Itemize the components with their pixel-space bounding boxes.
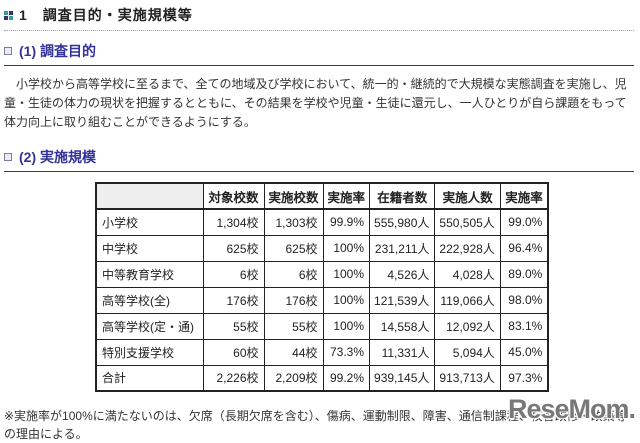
- value-cell: 99.2%: [322, 364, 371, 392]
- value-cell: 222,928人: [434, 234, 501, 262]
- section-heading-scale-text: (2) 実施規模: [19, 149, 96, 165]
- table-row: 中等教育学校 6校 6校 100% 4,526人 4,028人 89.0%: [95, 260, 549, 288]
- implementation-scale-table: 対象校数 実施校数 実施率 在籍者数 実施人数 実施率 小学校 1,304校 1,303校 99…: [95, 182, 550, 392]
- value-cell: 60校: [202, 338, 265, 366]
- row-label-cell: 中学校: [95, 234, 204, 262]
- value-cell: 2,209校: [263, 364, 324, 392]
- row-label-cell: 高等学校(定・通): [95, 312, 204, 340]
- table-row: 高等学校(全) 176校 176校 100% 121,539人 119,066人 98.0%: [95, 286, 549, 314]
- value-cell: 231,211人: [369, 234, 436, 262]
- footnote: ※実施率が100%に満たないのは、欠席（長期欠席を含む）、傷病、運動制限、障害、…: [4, 409, 627, 441]
- page-title: 1 調査目的・実施規模等: [19, 7, 193, 23]
- value-cell: 12,092人: [434, 312, 501, 340]
- value-cell: 119,066人: [434, 286, 501, 314]
- value-cell: 100%: [322, 286, 371, 314]
- column-header: 実施率: [499, 182, 549, 210]
- table-row: 合計 2,226校 2,209校 99.2% 939,145人 913,713人 97.3%: [95, 364, 549, 392]
- section-heading-purpose-text: (1) 調査目的: [19, 43, 96, 59]
- value-cell: 100%: [322, 260, 371, 288]
- value-cell: 97.3%: [499, 364, 549, 392]
- section-survey-purpose: (1) 調査目的 小学校から高等学校に至るまで、全ての地域及び学校において、統一…: [4, 41, 634, 132]
- table-row: 高等学校(定・通) 55校 55校 100% 14,558人 12,092人 83.1%: [95, 312, 549, 340]
- table-row: 小学校 1,304校 1,303校 99.9% 555,980人 550,505人 99.0…: [95, 208, 549, 236]
- page-title-bar: 1 調査目的・実施規模等: [4, 5, 634, 31]
- value-cell: 73.3%: [322, 338, 371, 366]
- value-cell: 14,558人: [369, 312, 436, 340]
- value-cell: 100%: [322, 234, 371, 262]
- value-cell: 913,713人: [434, 364, 501, 392]
- section-heading-scale: (2) 実施規模: [4, 147, 634, 172]
- value-cell: 83.1%: [499, 312, 549, 340]
- value-cell: 4,526人: [369, 260, 436, 288]
- section-heading-purpose: (1) 調査目的: [4, 41, 634, 66]
- value-cell: 1,303校: [263, 208, 324, 236]
- value-cell: 625校: [263, 234, 324, 262]
- value-cell: 2,226校: [202, 364, 265, 392]
- row-label-cell: 中等教育学校: [95, 260, 204, 288]
- value-cell: 6校: [263, 260, 324, 288]
- column-header: 実施校数: [263, 182, 324, 210]
- value-cell: 1,304校: [202, 208, 265, 236]
- row-label-cell: 合計: [95, 364, 204, 392]
- value-cell: 550,505人: [434, 208, 501, 236]
- value-cell: 11,331人: [369, 338, 436, 366]
- purpose-paragraph: 小学校から高等学校に至るまで、全ての地域及び学校において、統一的・継続的で大規模…: [4, 77, 627, 129]
- column-header: 実施率: [322, 182, 371, 210]
- value-cell: 625校: [202, 234, 265, 262]
- table-header-row: 対象校数 実施校数 実施率 在籍者数 実施人数 実施率: [95, 182, 549, 210]
- row-label-cell: 高等学校(全): [95, 286, 204, 314]
- table-row: 特別支援学校 60校 44校 73.3% 11,331人 5,094人 45.0%: [95, 338, 549, 366]
- row-label-cell: 特別支援学校: [95, 338, 204, 366]
- column-header: 実施人数: [434, 182, 501, 210]
- column-header: 在籍者数: [369, 182, 436, 210]
- value-cell: 99.0%: [499, 208, 549, 236]
- value-cell: 55校: [202, 312, 265, 340]
- value-cell: 5,094人: [434, 338, 501, 366]
- column-header: 対象校数: [202, 182, 265, 210]
- value-cell: 45.0%: [499, 338, 549, 366]
- value-cell: 939,145人: [369, 364, 436, 392]
- column-header: [95, 182, 204, 210]
- value-cell: 96.4%: [499, 234, 549, 262]
- row-label-cell: 小学校: [95, 208, 204, 236]
- section-implementation-scale: (2) 実施規模 対象校数 実施校数 実施率 在籍者数 実施人数 実施率 小学校 1,304…: [4, 147, 634, 443]
- value-cell: 121,539人: [369, 286, 436, 314]
- value-cell: 100%: [322, 312, 371, 340]
- value-cell: 176校: [202, 286, 265, 314]
- value-cell: 176校: [263, 286, 324, 314]
- value-cell: 44校: [263, 338, 324, 366]
- grid-squares-icon: [4, 10, 13, 20]
- value-cell: 555,980人: [369, 208, 436, 236]
- table-body: 小学校 1,304校 1,303校 99.9% 555,980人 550,505人 99.0…: [95, 208, 549, 392]
- square-bullet-icon: [4, 153, 12, 161]
- value-cell: 98.0%: [499, 286, 549, 314]
- value-cell: 99.9%: [322, 208, 371, 236]
- square-bullet-icon: [4, 47, 12, 55]
- table-row: 中学校 625校 625校 100% 231,211人 222,928人 96.4%: [95, 234, 549, 262]
- value-cell: 4,028人: [434, 260, 501, 288]
- value-cell: 89.0%: [499, 260, 549, 288]
- document-page: 1 調査目的・実施規模等 (1) 調査目的 小学校から高等学校に至るまで、全ての…: [4, 5, 636, 441]
- value-cell: 55校: [263, 312, 324, 340]
- value-cell: 6校: [202, 260, 265, 288]
